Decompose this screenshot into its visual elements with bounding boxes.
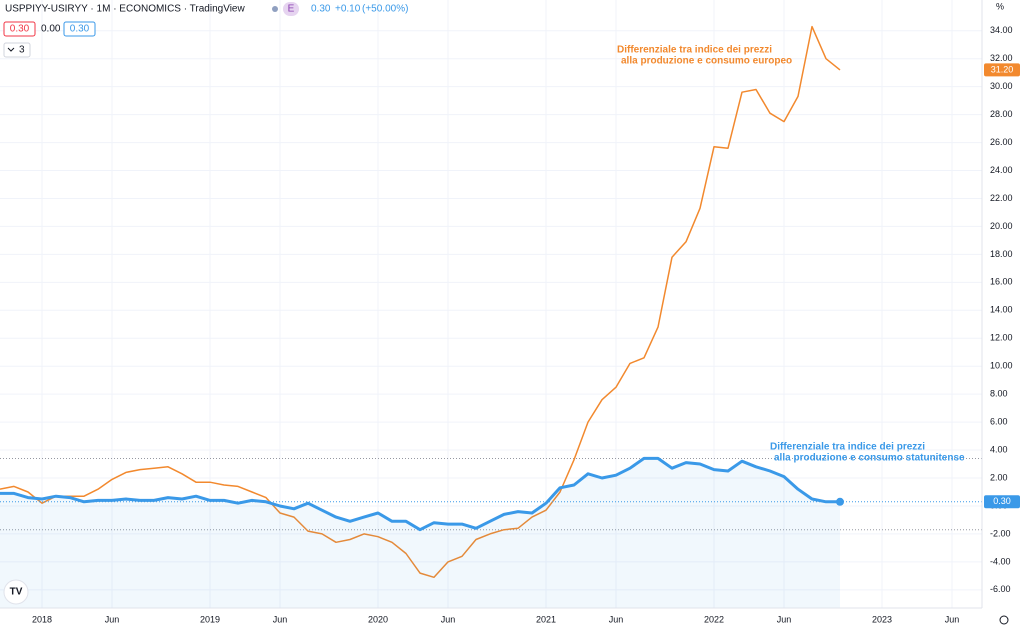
price-badge-label: 0.30 [993,496,1011,506]
y-tick-label: 26.00 [990,137,1013,147]
x-tick-label: 2018 [32,614,52,624]
y-tick-label: 24.00 [990,165,1013,175]
y-tick-label: 34.00 [990,25,1013,35]
x-tick-label: Jun [441,614,456,624]
last-point [836,497,844,506]
y-tick-label: 8.00 [990,389,1008,399]
annotation: Differenziale tra indice dei prezzi [770,442,925,453]
y-tick-label: 2.00 [990,472,1008,482]
mid-value: 0.00 [41,24,61,35]
y-tick-label: 12.00 [990,333,1013,343]
y-tick-label: 30.00 [990,81,1013,91]
y-tick-label: 14.00 [990,305,1013,315]
y-tick-label: 4.00 [990,444,1008,454]
x-tick-label: Jun [945,614,960,624]
settings-icon[interactable] [999,615,1009,625]
y-tick-label: 20.00 [990,221,1013,231]
y-tick-label: 16.00 [990,277,1013,287]
x-tick-label: 2021 [536,614,556,624]
y-unit: % [996,1,1004,11]
x-tick-label: 2019 [200,614,220,624]
y-tick-label: 10.00 [990,361,1013,371]
open-value: 0.30 [10,24,30,35]
status-dot [272,6,278,12]
change-pct: (+50.00%) [362,4,408,15]
chevron [7,47,15,52]
close-value: 0.30 [70,24,90,35]
plot-area [0,0,982,608]
y-tick-label: -2.00 [990,528,1011,538]
area [0,458,840,608]
y-tick-label: 28.00 [990,109,1013,119]
svg-text:TV: TV [10,587,23,598]
last-value: 0.30 [311,4,331,15]
y-tick-label: 6.00 [990,416,1008,426]
x-tick-label: 2022 [704,614,724,624]
x-tick-label: 2023 [872,614,892,624]
y-tick-label: 22.00 [990,193,1013,203]
series-line [0,456,840,532]
price-badge [984,63,1020,77]
x-tick-label: Jun [609,614,624,624]
series-line [0,25,841,579]
price-axis-panel [982,0,1024,632]
price-badge-label: 31.20 [991,64,1014,74]
annotation: Differenziale tra indice dei prezzi [617,45,772,56]
change: +0.10 [335,4,361,15]
y-tick-label: 18.00 [990,249,1013,259]
price-badge [984,495,1020,509]
indicator-toggle[interactable] [3,42,31,58]
y-tick-label: -6.00 [990,584,1011,594]
y-tick-label: 32.00 [990,53,1013,63]
x-tick-label: Jun [777,614,792,624]
annotation: alla produzione e consumo statunitense [774,453,965,464]
open-box [3,21,36,37]
x-tick-label: Jun [273,614,288,624]
y-tick-label: -4.00 [990,556,1011,566]
close-box [63,21,96,37]
indicator-count: 3 [19,45,25,56]
time-axis-panel [0,608,982,632]
tv-logo: TV [3,579,29,605]
x-tick-label: Jun [105,614,120,624]
badge-bg [283,2,299,16]
annotation: alla produzione e consumo europeo [621,56,792,67]
x-tick-label: 2020 [368,614,388,624]
symbol: USPPIYY-USIRYY · 1M · ECONOMICS · Tradin… [5,4,245,15]
badge: E [288,4,295,15]
